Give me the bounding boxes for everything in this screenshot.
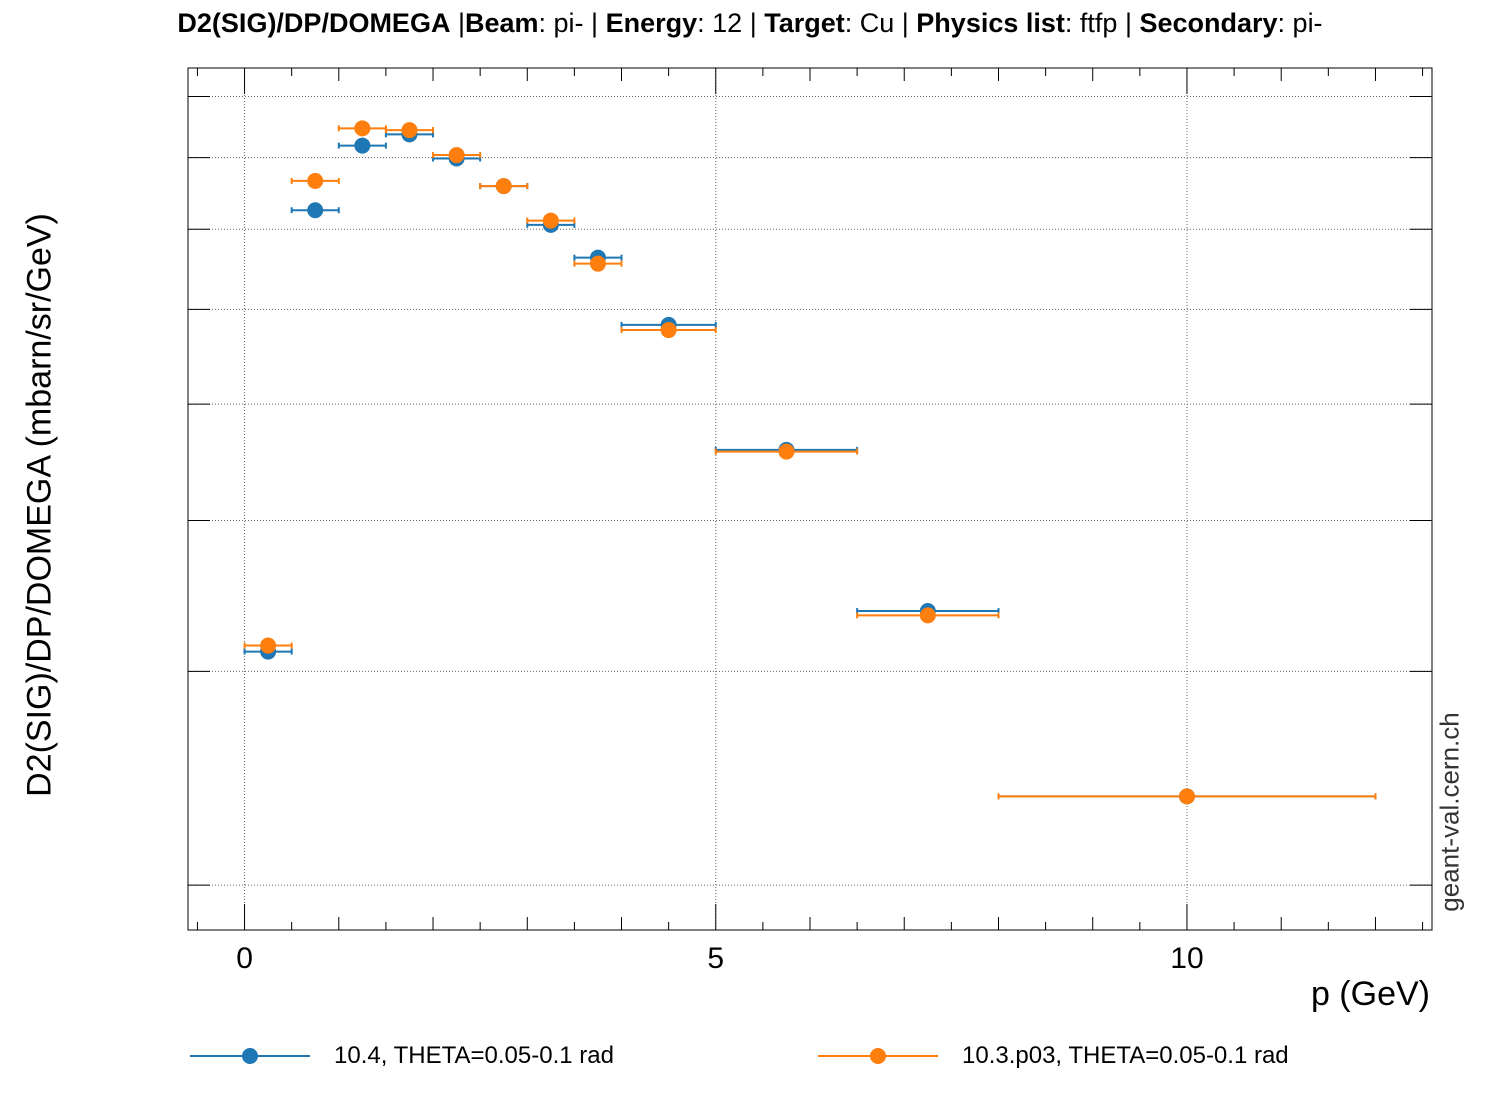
title-secondary-value: pi- <box>1292 8 1323 38</box>
title-target-label: Target <box>764 8 845 38</box>
data-point-series-2 <box>401 122 418 139</box>
legend-label-series-1: 10.4, THETA=0.05-0.1 rad <box>334 1042 614 1069</box>
title-energy-value: 12 <box>712 8 743 38</box>
title-beam-label: Beam <box>464 8 539 38</box>
data-point-series-2 <box>589 255 606 272</box>
legend-swatch-series-2 <box>818 1040 938 1072</box>
data-point-series-2 <box>1178 788 1195 805</box>
data-point-series-2 <box>307 172 324 189</box>
chart-title: D2(SIG)/DP/DOMEGA |Beam: pi- | Energy: 1… <box>177 8 1323 38</box>
title-physics-list-label: Physics list <box>916 8 1065 38</box>
watermark: geant-val.cern.ch <box>1434 712 1465 912</box>
data-point-series-2 <box>542 212 559 229</box>
title-target-value: Cu <box>859 8 895 38</box>
x-tick-label: 10 <box>1170 942 1203 975</box>
data-point-series-2 <box>448 147 465 164</box>
title-secondary-label: Secondary <box>1139 8 1278 38</box>
title-energy-label: Energy <box>605 8 698 38</box>
legend-item-series-2: 10.3.p03, THETA=0.05-0.1 rad <box>818 1040 1289 1072</box>
data-point-series-2 <box>354 120 371 137</box>
plot-frame <box>187 67 1433 931</box>
title-beam-value: pi- <box>553 8 584 38</box>
y-axis-label: D2(SIG)/DP/DOMEGA (mbarn/sr/GeV) <box>20 213 59 797</box>
data-point-series-1 <box>307 202 324 219</box>
legend-swatch-series-1 <box>190 1040 310 1072</box>
data-point-series-2 <box>495 178 512 195</box>
data-point-series-1 <box>354 137 371 154</box>
data-point-series-2 <box>919 607 936 624</box>
x-tick-label: 5 <box>707 942 724 975</box>
data-point-series-2 <box>778 443 795 460</box>
title-physics-list-value: ftfp <box>1079 8 1118 38</box>
x-tick-label: 0 <box>236 942 253 975</box>
legend-label-series-2: 10.3.p03, THETA=0.05-0.1 rad <box>962 1042 1289 1069</box>
title-quantity: D2(SIG)/DP/DOMEGA <box>177 8 451 38</box>
data-point-series-2 <box>660 322 677 339</box>
data-point-series-2 <box>260 637 277 654</box>
legend-item-series-1: 10.4, THETA=0.05-0.1 rad <box>190 1040 614 1072</box>
x-axis-label: p (GeV) <box>1310 975 1430 1013</box>
